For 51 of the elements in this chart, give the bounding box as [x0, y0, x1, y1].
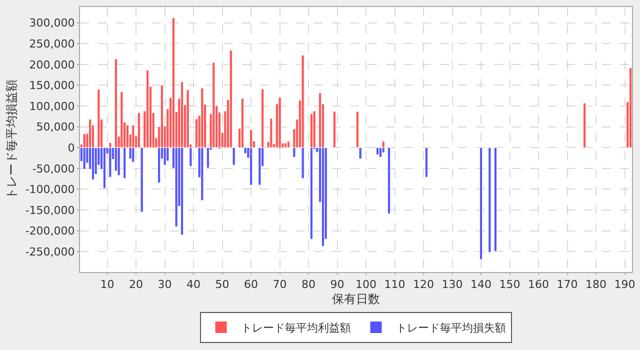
- x-tick-label: 70: [272, 278, 287, 292]
- x-tick-label: 20: [129, 278, 144, 292]
- bar: [424, 147, 428, 178]
- x-tick-label: 100: [356, 278, 377, 292]
- y-tick-label: -100,000: [25, 183, 75, 196]
- y-tick-label: 150,000: [29, 79, 75, 92]
- x-tick-label: 150: [499, 278, 520, 292]
- x-tick-label: 40: [186, 278, 201, 292]
- legend-label: トレード毎平均利益額: [241, 322, 351, 335]
- bar: [270, 118, 273, 148]
- y-tick-label: -200,000: [25, 224, 75, 238]
- y-tick-label: 50,000: [36, 120, 75, 134]
- x-axis-title: 保有日数: [332, 292, 380, 306]
- x-tick-label: 30: [158, 278, 172, 292]
- bar: [102, 147, 106, 189]
- bar: [583, 102, 586, 148]
- y-tick-label: -150,000: [25, 204, 75, 217]
- x-tick-label: 160: [528, 278, 550, 292]
- y-tick-label: -50,000: [32, 162, 75, 176]
- x-tick-label: 10: [100, 278, 114, 292]
- x-tick-label: 90: [330, 278, 344, 292]
- y-tick-label: 300,000: [29, 16, 75, 30]
- bar: [258, 147, 262, 186]
- x-tick-label: 60: [244, 278, 258, 292]
- x-tick-label: 180: [586, 278, 607, 292]
- y-tick-label: 0: [68, 141, 75, 154]
- bar: [278, 97, 282, 148]
- bar: [146, 70, 150, 148]
- y-axis-title: トレード毎平均損益額: [4, 80, 19, 200]
- bar: [284, 142, 288, 148]
- bar: [388, 147, 391, 214]
- bar: [488, 147, 492, 253]
- y-tick-label: 100,000: [29, 100, 75, 113]
- x-tick-label: 80: [302, 278, 316, 292]
- x-tick-label: 140: [470, 278, 492, 292]
- x-tick-label: 110: [384, 278, 406, 292]
- y-tick-label: -250,000: [25, 245, 75, 258]
- bar: [212, 62, 216, 148]
- bar: [376, 147, 380, 155]
- bar: [494, 147, 497, 252]
- x-tick-label: 50: [215, 278, 230, 292]
- x-tick-label: 170: [556, 278, 578, 292]
- x-tick-label: 190: [614, 278, 636, 292]
- legend-label: トレード毎平均損失額: [396, 322, 506, 335]
- x-tick-label: 130: [442, 278, 463, 292]
- bar: [332, 111, 336, 148]
- x-tick-label: 120: [413, 278, 434, 292]
- y-tick-label: 200,000: [29, 58, 75, 72]
- y-tick-label: 250,000: [29, 37, 75, 50]
- bar: [480, 147, 483, 260]
- bar: [286, 141, 290, 148]
